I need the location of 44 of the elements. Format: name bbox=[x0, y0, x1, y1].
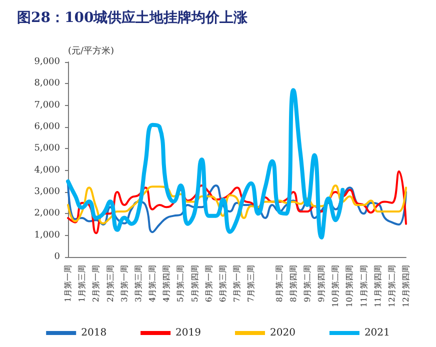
y-tick-label: 0 bbox=[54, 252, 60, 262]
chart-title: 图28：100城供应土地挂牌均价上涨 bbox=[17, 9, 249, 26]
y-tick-label: 4,000 bbox=[34, 165, 60, 176]
legend-label: 2021 bbox=[364, 328, 390, 338]
y-tick-label: 5,000 bbox=[34, 144, 60, 154]
y-tick-label: 3,000 bbox=[34, 187, 60, 197]
x-tick-label: 10月第四周 bbox=[345, 265, 354, 308]
x-tick-label: 10月第二周 bbox=[331, 265, 340, 308]
legend-label: 2019 bbox=[176, 328, 202, 338]
y-tick-label: 6,000 bbox=[34, 122, 60, 132]
line-series bbox=[67, 182, 407, 234]
x-tick-label: 12月第四周 bbox=[402, 265, 410, 308]
legend-label: 2020 bbox=[270, 328, 296, 338]
x-tick-label: 12月第二周 bbox=[387, 265, 396, 308]
y-axis-title: (元/平方米) bbox=[68, 46, 114, 56]
x-tick-label: 7月第一周 bbox=[232, 265, 242, 302]
line-series bbox=[67, 184, 407, 224]
x-tick-label: 3月第一周 bbox=[120, 265, 129, 302]
x-tick-label: 8月第四周 bbox=[288, 265, 298, 302]
x-tick-label: 6月第三周 bbox=[218, 265, 228, 302]
x-tick-label: 11月第四周 bbox=[373, 265, 382, 308]
x-tick-label: 6月第一周 bbox=[204, 265, 214, 302]
y-tick-label: 2,000 bbox=[34, 208, 60, 219]
x-tick-label: 4月第四周 bbox=[162, 265, 172, 302]
x-tick-label: 8月第二周 bbox=[274, 265, 284, 302]
legend-label: 2018 bbox=[81, 328, 107, 338]
x-tick-label: 5月第二周 bbox=[176, 265, 186, 302]
y-tick-label: 9,000 bbox=[34, 57, 60, 67]
x-tick-label: 1月第三周 bbox=[78, 265, 87, 302]
y-tick-label: 8,000 bbox=[34, 78, 60, 89]
x-tick-label: 1月第一周 bbox=[64, 265, 72, 302]
y-tick-label: 7,000 bbox=[34, 100, 60, 110]
x-tick-label: 2月第三周 bbox=[106, 265, 115, 302]
x-tick-label: 9月第四周 bbox=[317, 265, 326, 302]
x-tick-label: 5月第四周 bbox=[190, 265, 200, 302]
y-tick-label: 1,000 bbox=[34, 230, 60, 240]
x-tick-label: 2月第一周 bbox=[92, 265, 101, 302]
x-tick-label: 3月第三周 bbox=[134, 265, 143, 302]
x-tick-label: 11月第二周 bbox=[359, 265, 368, 308]
x-tick-label: 4月第二周 bbox=[148, 265, 157, 302]
line-series bbox=[66, 88, 345, 240]
x-tick-label: 9月第二周 bbox=[302, 265, 312, 302]
line-series bbox=[67, 170, 407, 234]
x-tick-label: 7月第三周 bbox=[246, 265, 256, 302]
